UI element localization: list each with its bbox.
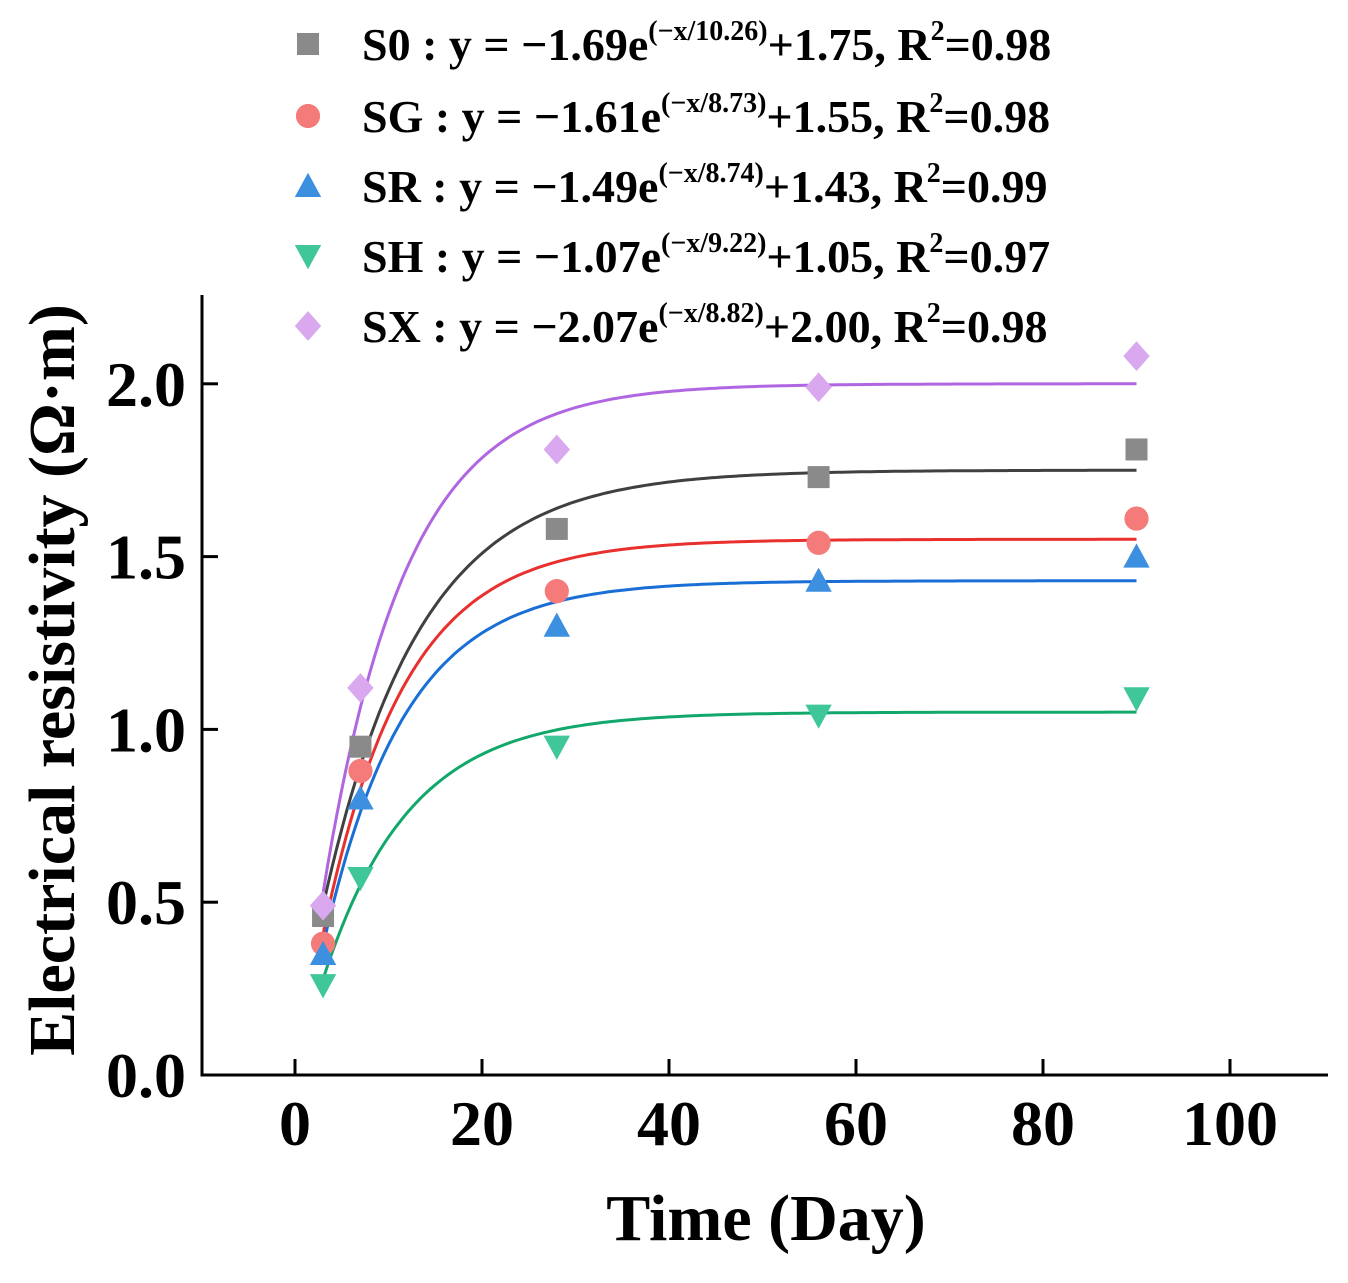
legend-eq-exponent: (−x/8.74): [658, 158, 763, 189]
x-tick-label: 60: [824, 1088, 888, 1159]
legend-eq-prefix: S0 : y = −1.69e: [362, 19, 648, 70]
legend-eq-exponent: (−x/9.22): [661, 228, 766, 259]
legend-eq-suffix: +1.43, R: [764, 161, 928, 212]
x-tick-label: 20: [450, 1088, 514, 1159]
point-sr: [347, 785, 374, 810]
point-sx: [309, 890, 337, 921]
data-points: [309, 341, 1150, 999]
point-sh: [543, 735, 570, 760]
point-sg: [1124, 506, 1149, 531]
legend-marker-sx: [294, 311, 322, 341]
legend-r2-value: =0.97: [943, 231, 1050, 282]
legend-marker-sg: [295, 103, 321, 129]
legend-eq-suffix: +1.55, R: [766, 91, 930, 142]
axes: [200, 295, 1328, 1077]
point-sh: [309, 974, 337, 999]
legend-entry-s0: S0 : y = −1.69e(−x/10.26)+1.75, R2=0.98: [362, 16, 1051, 70]
legend-eq-prefix: SH : y = −1.07e: [362, 231, 661, 282]
x-tick-label: 80: [1011, 1088, 1075, 1159]
legend-entry-sh: SH : y = −1.07e(−x/9.22)+1.05, R2=0.97: [362, 228, 1050, 282]
legend-entry-sx: SX : y = −2.07e(−x/8.82)+2.00, R2=0.98: [362, 298, 1048, 352]
legend-eq-suffix: +1.75, R: [768, 19, 932, 70]
x-tick-label: 0: [279, 1088, 311, 1159]
legend-eq-suffix: +2.00, R: [764, 301, 928, 352]
point-sg: [348, 758, 373, 783]
fit-line-sg: [321, 537, 1137, 935]
x-axis-title: Time (Day): [606, 1182, 926, 1255]
fit-line-sr: [321, 579, 1137, 947]
legend-r2-sup: 2: [931, 16, 945, 47]
x-tick-label: 100: [1182, 1088, 1278, 1159]
legend-eq-prefix: SR : y = −1.49e: [362, 161, 658, 212]
point-sh: [1123, 687, 1150, 712]
legend-eq-exponent: (−x/10.26): [648, 16, 767, 47]
legend-r2-value: =0.99: [941, 161, 1048, 212]
y-axis-title: Electrical resistivity (Ω·m): [16, 304, 89, 1056]
point-sg: [806, 530, 831, 555]
legend-eq-exponent: (−x/8.73): [661, 88, 766, 119]
tick-labels: 0 20 40 60 80 100 0.0 0.5 1.0 1.5 2.0: [106, 349, 1278, 1159]
legend-entry-sg: SG : y = −1.61e(−x/8.73)+1.55, R2=0.98: [362, 88, 1050, 142]
point-sx: [1123, 341, 1150, 372]
legend-marker-sh: [294, 245, 322, 270]
legend-r2-sup: 2: [927, 158, 941, 189]
y-tick-label: 0.0: [106, 1040, 186, 1111]
point-sx: [347, 673, 374, 703]
legend: S0 : y = −1.69e(−x/10.26)+1.75, R2=0.98S…: [294, 16, 1051, 352]
legend-entry-sr: SR : y = −1.49e(−x/8.74)+1.43, R2=0.99: [362, 158, 1048, 212]
point-sx: [543, 434, 570, 465]
legend-eq-suffix: +1.05, R: [766, 231, 930, 282]
point-s0: [349, 735, 372, 758]
fit-line-sx: [321, 382, 1137, 894]
point-s0: [545, 517, 568, 540]
point-sr: [543, 612, 570, 637]
legend-eq-prefix: SX : y = −2.07e: [362, 301, 658, 352]
legend-r2-sup: 2: [927, 298, 941, 329]
point-sh: [347, 867, 374, 892]
legend-r2-value: =0.98: [941, 301, 1048, 352]
point-sg: [544, 579, 569, 604]
point-sx: [805, 372, 832, 403]
legend-marker-sr: [294, 172, 322, 197]
legend-eq-exponent: (−x/8.82): [658, 298, 763, 329]
y-tick-label: 1.0: [106, 694, 186, 765]
fit-lines: [321, 382, 1137, 980]
legend-r2-sup: 2: [929, 228, 943, 259]
legend-r2-value: =0.98: [945, 19, 1052, 70]
point-s0: [807, 466, 830, 489]
point-sr: [805, 567, 832, 592]
point-sh: [805, 704, 832, 729]
legend-r2-sup: 2: [929, 88, 943, 119]
fit-line-sh: [321, 710, 1137, 980]
fit-line-s0: [321, 468, 1137, 907]
x-tick-label: 40: [637, 1088, 701, 1159]
point-sr: [1123, 543, 1150, 568]
point-sr: [309, 940, 337, 966]
legend-r2-value: =0.98: [943, 91, 1050, 142]
y-tick-label: 2.0: [106, 349, 186, 420]
point-s0: [1125, 438, 1148, 461]
y-tick-label: 0.5: [106, 867, 186, 938]
legend-eq-prefix: SG : y = −1.61e: [362, 91, 661, 142]
y-tick-label: 1.5: [106, 522, 186, 593]
legend-marker-s0: [297, 33, 319, 55]
